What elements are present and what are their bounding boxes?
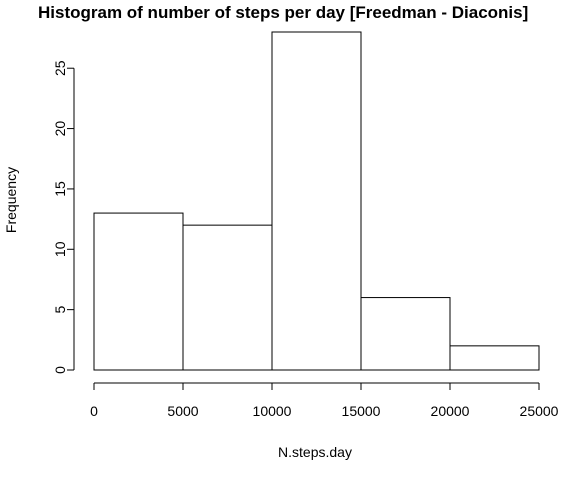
histogram-bar-5 (449, 345, 540, 371)
x-tick-label: 5000 (167, 403, 198, 419)
x-axis-label: N.steps.day (278, 444, 352, 460)
chart-title: Histogram of number of steps per day [Fr… (38, 3, 528, 22)
y-tick-label: 5 (52, 306, 68, 314)
y-tick-label: 0 (52, 366, 68, 374)
x-tick-label: 20000 (431, 403, 470, 419)
y-axis: 0 5 10 15 20 25 (52, 60, 75, 374)
y-tick-label: 20 (52, 121, 68, 137)
y-axis-label: Frequency (3, 167, 19, 233)
bars-layer (93, 31, 540, 371)
x-tick-label: 15000 (342, 403, 381, 419)
y-tick-label: 25 (52, 60, 68, 76)
y-tick-label: 10 (52, 241, 68, 257)
histogram-bar-2 (182, 224, 273, 371)
x-tick-label: 10000 (253, 403, 292, 419)
y-tick-label: 15 (52, 181, 68, 197)
x-tick-label: 25000 (520, 403, 559, 419)
histogram-bar-4 (360, 297, 451, 371)
histogram-bar-1 (93, 212, 184, 371)
x-axis: 0 5000 10000 15000 20000 25000 (90, 382, 559, 419)
x-tick-label: 0 (90, 403, 98, 419)
histogram-bar-3 (271, 31, 362, 371)
